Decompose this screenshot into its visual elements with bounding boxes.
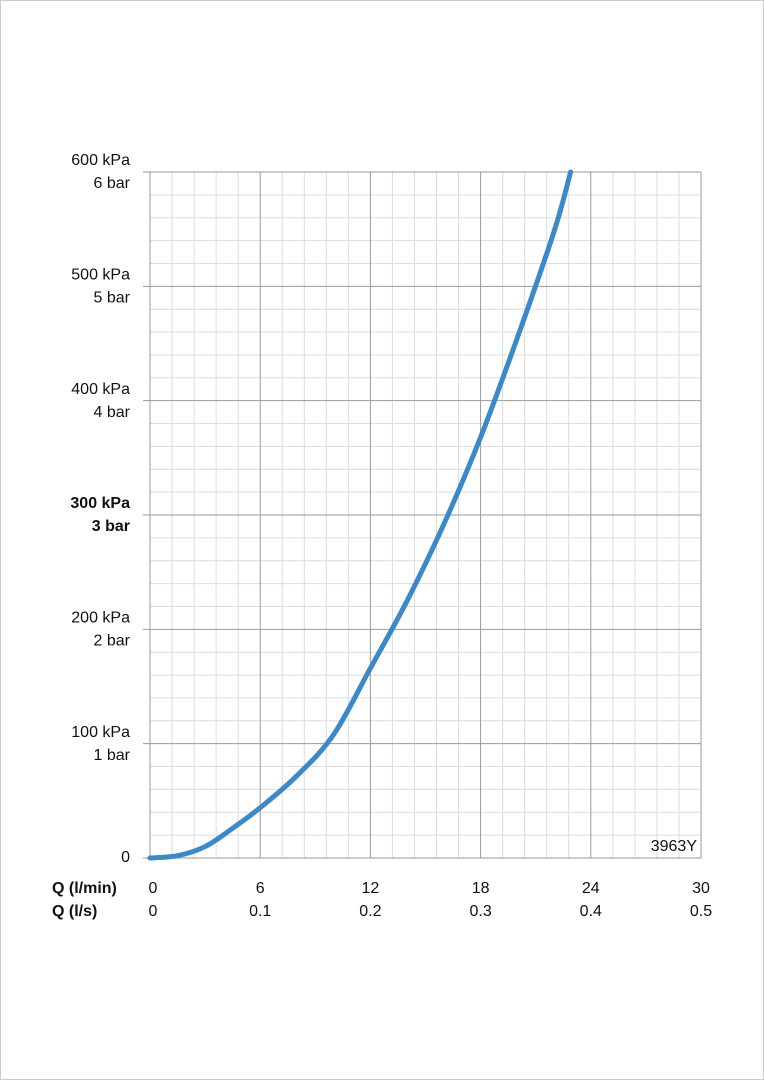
x2-tick-label: 0.3 xyxy=(469,903,491,920)
x2-tick-label: 0 xyxy=(149,903,158,920)
y-tick-label: 400 kPa xyxy=(71,381,130,398)
y-tick-label: 0 xyxy=(121,849,130,866)
plot-frame xyxy=(149,171,702,859)
y-tick-label: 100 kPa xyxy=(71,724,130,741)
y-tick-label: 500 kPa xyxy=(71,267,130,284)
y2-tick-label: 6 bar xyxy=(94,175,131,192)
curve xyxy=(147,169,574,861)
annotation: 3963Y xyxy=(651,838,698,855)
x2-tick-label: 0.5 xyxy=(690,903,712,920)
y2-tick-label: 4 bar xyxy=(94,404,131,421)
x2-tick-label: 0.1 xyxy=(249,903,271,920)
y-tick-label: 600 kPa xyxy=(71,152,130,169)
x-tick-label: 30 xyxy=(692,880,710,897)
x-tick-label: 0 xyxy=(149,880,158,897)
x-tick-label: 18 xyxy=(472,880,490,897)
x-axis-label: Q (l/min) xyxy=(52,880,117,897)
y2-tick-label: 5 bar xyxy=(94,290,131,307)
x2-axis-label: Q (l/s) xyxy=(52,903,97,920)
x2-tick-label: 0.2 xyxy=(359,903,381,920)
x-tick-label: 12 xyxy=(362,880,380,897)
y2-tick-label: 2 bar xyxy=(94,633,131,650)
y-tick-label: 300 kPa xyxy=(70,495,130,512)
y2-tick-label: 3 bar xyxy=(92,518,130,535)
x2-tick-label: 0.4 xyxy=(580,903,602,920)
x-tick-label: 24 xyxy=(582,880,600,897)
x-tick-label: 6 xyxy=(256,880,265,897)
y2-tick-label: 1 bar xyxy=(94,747,131,764)
y-tick-label: 200 kPa xyxy=(71,610,130,627)
